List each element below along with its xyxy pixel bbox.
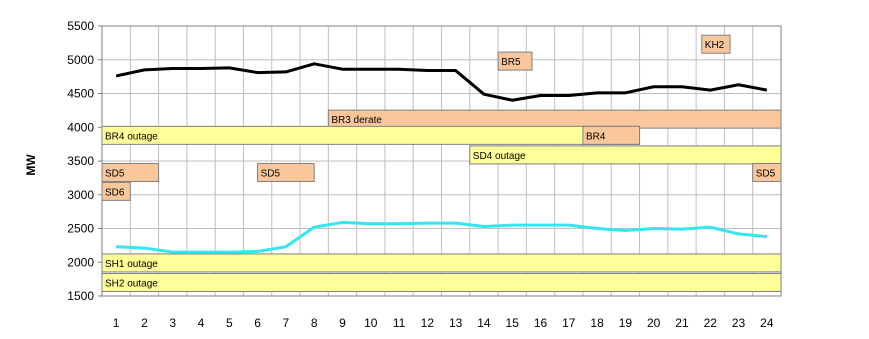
x-tick-label: 17 xyxy=(562,316,576,330)
x-tick-label: 8 xyxy=(311,316,318,330)
y-tick-label: 5500 xyxy=(67,19,94,33)
x-tick-label: 14 xyxy=(477,316,491,330)
x-tick-label: 15 xyxy=(506,316,520,330)
y-tick-label: 1500 xyxy=(67,289,94,303)
x-tick-label: 24 xyxy=(760,316,774,330)
event-bar-label: SH2 outage xyxy=(105,279,158,290)
event-bar: KH2 xyxy=(701,34,731,54)
event-bar-label: SD5 xyxy=(756,168,776,179)
x-tick-label: 21 xyxy=(675,316,689,330)
series-line xyxy=(116,220,767,254)
event-bar: SD4 outage xyxy=(469,145,782,165)
event-bar-label: KH2 xyxy=(705,40,725,51)
event-bar-rect xyxy=(497,51,533,71)
event-bar-label: BR4 outage xyxy=(105,131,158,142)
series-lines xyxy=(115,62,768,254)
event-bar-label: BR5 xyxy=(501,57,521,68)
x-tick-label: 1 xyxy=(113,316,120,330)
event-bar-label: BR4 xyxy=(586,131,606,142)
y-tick-label: 4500 xyxy=(67,87,94,101)
y-tick-label: 3500 xyxy=(67,154,94,168)
series-line xyxy=(115,62,768,102)
event-bar-rect xyxy=(257,162,315,182)
x-tick-label: 12 xyxy=(421,316,435,330)
event-bar-rect xyxy=(327,109,782,129)
event-bar-rect xyxy=(101,253,782,273)
event-bar: SH2 outage xyxy=(101,273,782,292)
x-tick-label: 18 xyxy=(590,316,604,330)
x-tick-label: 13 xyxy=(449,316,463,330)
y-tick-label: 4000 xyxy=(67,120,94,134)
event-bar-rect xyxy=(101,125,641,145)
event-bar: BR3 derate xyxy=(327,109,782,129)
x-tick-label: 16 xyxy=(534,316,548,330)
y-tick-label: 5000 xyxy=(67,53,94,67)
event-bar-rect xyxy=(582,125,641,145)
event-bar: BR4 outage xyxy=(101,125,641,145)
event-bar-rect xyxy=(101,273,782,292)
event-bar: SD5 xyxy=(752,162,782,182)
event-bar-label: SD5 xyxy=(105,168,125,179)
event-bar-label: SH1 outage xyxy=(105,259,158,270)
x-axis-ticks: 1 2 3 4 5 6 7 8 9 10 11 12 13 14 15 16 17 18 19 20 21 22 23 24 xyxy=(113,316,774,330)
event-bar-rect xyxy=(701,34,731,54)
x-tick-label: 22 xyxy=(704,316,718,330)
event-bar-label: SD6 xyxy=(105,187,125,198)
event-bar: BR5 xyxy=(497,51,533,71)
x-tick-label: 7 xyxy=(283,316,290,330)
y-tick-label: 2500 xyxy=(67,222,94,236)
x-tick-label: 6 xyxy=(254,316,261,330)
x-tick-label: 2 xyxy=(141,316,148,330)
x-tick-label: 9 xyxy=(339,316,346,330)
x-tick-label: 19 xyxy=(619,316,633,330)
y-axis-label: MW xyxy=(24,154,38,176)
x-tick-label: 23 xyxy=(732,316,746,330)
x-tick-label: 11 xyxy=(393,316,406,330)
event-bar-label: BR3 derate xyxy=(331,115,382,126)
event-bar-label: SD4 outage xyxy=(473,151,526,162)
x-tick-label: 20 xyxy=(647,316,661,330)
event-bar: SD5 xyxy=(101,162,160,182)
y-tick-label: 3000 xyxy=(67,188,94,202)
event-bar: SH1 outage xyxy=(101,253,782,273)
x-tick-label: 5 xyxy=(226,316,233,330)
events: BR3 derate BR4 outage BR4 SD4 outage SD5 SD6 S… xyxy=(101,34,782,292)
event-bar-label: SD5 xyxy=(261,168,281,179)
event-bar: SD5 xyxy=(257,162,315,182)
y-tick-label: 2000 xyxy=(67,255,94,269)
x-tick-label: 3 xyxy=(169,316,176,330)
event-bar: SD6 xyxy=(101,181,131,201)
x-tick-label: 4 xyxy=(198,316,205,330)
x-tick-label: 10 xyxy=(364,316,378,330)
y-axis-ticks: 1500 2000 2500 3000 3500 4000 4500 5000 5500 xyxy=(67,19,102,303)
event-bar: BR4 xyxy=(582,125,641,145)
